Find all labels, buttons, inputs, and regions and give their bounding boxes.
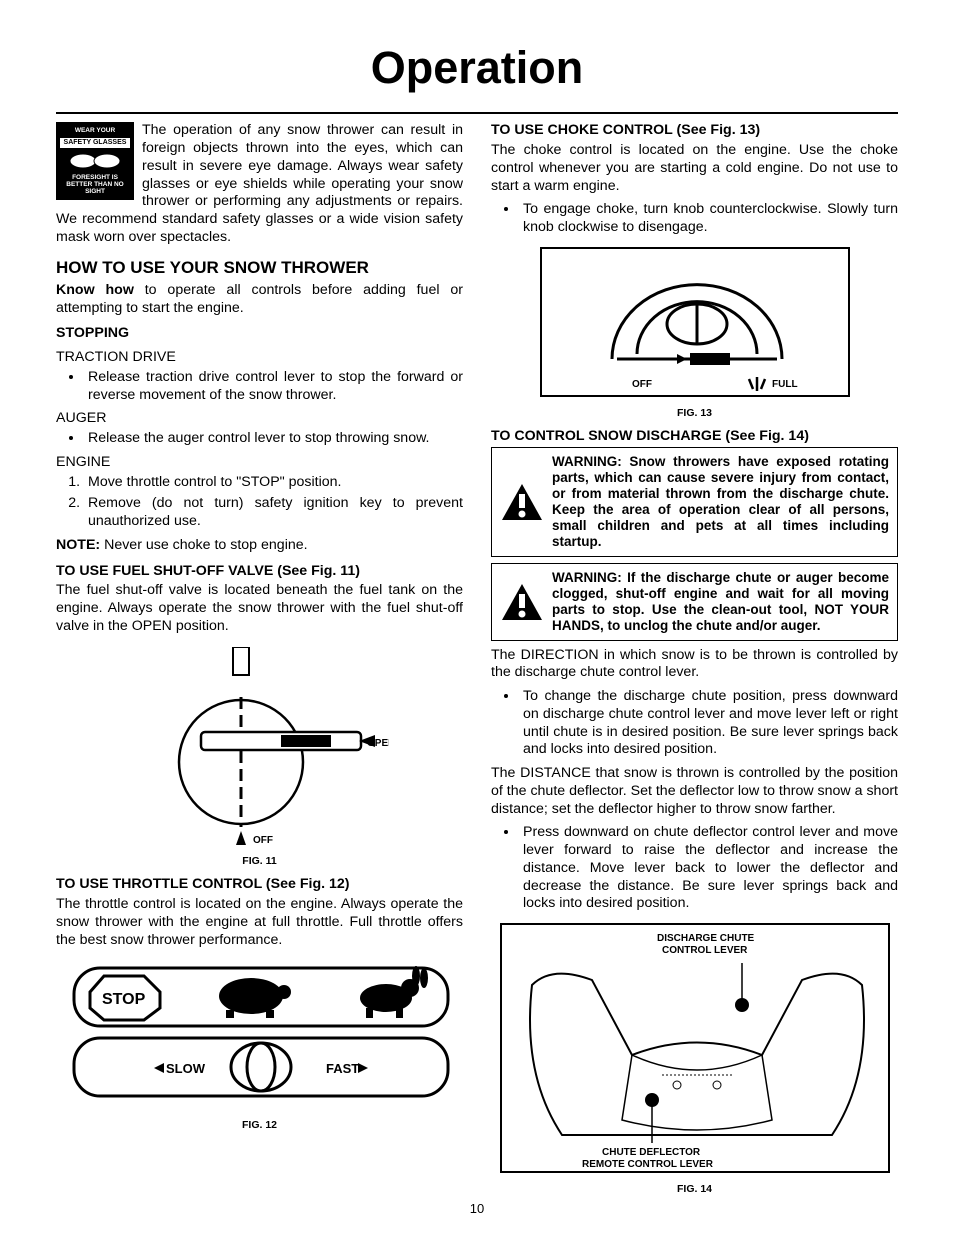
page-number: 10	[0, 1201, 954, 1217]
throttle-text: The throttle control is located on the e…	[56, 896, 463, 949]
figure-11: OPEN OFF FIG. 11	[56, 646, 463, 869]
choke-heading: TO USE CHOKE CONTROL (See Fig. 13)	[491, 122, 898, 140]
fig11-caption: FIG. 11	[56, 855, 463, 868]
warning-1-text: WARNING: Snow throwers have exposed rota…	[552, 454, 889, 550]
fig13-full-label: FULL	[772, 379, 798, 390]
figure-12: STOP SLOW FAST FIG	[56, 959, 463, 1132]
traction-bullet: Release traction drive control lever to …	[84, 369, 463, 405]
badge-line2: SAFETY GLASSES	[60, 138, 130, 148]
fig11-off-label: OFF	[253, 835, 273, 846]
fig12-stop-label: STOP	[102, 991, 146, 1008]
direction-list: To change the discharge chute position, …	[519, 688, 898, 759]
left-column: WEAR YOUR SAFETY GLASSES FORESIGHT IS BE…	[56, 122, 463, 1204]
content-columns: WEAR YOUR SAFETY GLASSES FORESIGHT IS BE…	[56, 122, 898, 1204]
warning-icon	[500, 582, 544, 622]
stopping-heading: STOPPING	[56, 325, 463, 343]
badge-line1: WEAR YOUR	[60, 127, 130, 134]
glasses-icon	[65, 153, 125, 169]
fig14-label2b: REMOTE CONTROL LEVER	[582, 1159, 714, 1170]
engine-heading: ENGINE	[56, 454, 463, 472]
warning-box-1: WARNING: Snow throwers have exposed rota…	[491, 447, 898, 557]
distance-list: Press downward on chute deflector contro…	[519, 824, 898, 913]
fig12-slow-label: SLOW	[166, 1061, 206, 1076]
traction-heading: TRACTION DRIVE	[56, 349, 463, 367]
page-title: Operation	[56, 40, 898, 96]
fig11-svg: OPEN OFF	[130, 646, 390, 846]
choke-bullet: To engage choke, turn knob counterclockw…	[519, 201, 898, 237]
throttle-heading: TO USE THROTTLE CONTROL (See Fig. 12)	[56, 876, 463, 894]
figure-13: OFF FULL FIG. 13	[491, 247, 898, 420]
figure-14: DISCHARGE CHUTE CONTROL LEVER CHUTE DEFL…	[491, 923, 898, 1196]
know-how-paragraph: Know how to operate all controls before …	[56, 282, 463, 318]
badge-line3: FORESIGHT IS BETTER THAN NO SIGHT	[60, 174, 130, 195]
note-text: Never use choke to stop engine.	[100, 537, 307, 553]
warning-icon	[500, 482, 544, 522]
fig13-off-label: OFF	[632, 379, 652, 390]
auger-list: Release the auger control lever to stop …	[84, 430, 463, 448]
engine-step2: Remove (do not turn) safety ignition key…	[84, 495, 463, 531]
warning-box-2: WARNING: If the discharge chute or auger…	[491, 563, 898, 641]
fig14-svg: DISCHARGE CHUTE CONTROL LEVER CHUTE DEFL…	[500, 923, 890, 1173]
safety-glasses-badge: WEAR YOUR SAFETY GLASSES FORESIGHT IS BE…	[56, 122, 134, 200]
warning-2-text: WARNING: If the discharge chute or auger…	[552, 570, 889, 634]
engine-step1: Move throttle control to "STOP" position…	[84, 474, 463, 492]
direction-text: The DIRECTION in which snow is to be thr…	[491, 647, 898, 683]
choke-text: The choke control is located on the engi…	[491, 142, 898, 195]
auger-heading: AUGER	[56, 410, 463, 428]
fig11-open-label: OPEN	[367, 738, 390, 749]
fig14-caption: FIG. 14	[491, 1183, 898, 1196]
fig14-label1b: CONTROL LEVER	[662, 945, 748, 956]
fig14-label1: DISCHARGE CHUTE	[657, 933, 755, 944]
fig12-fast-label: FAST	[326, 1061, 359, 1076]
note-paragraph: NOTE: Never use choke to stop engine.	[56, 537, 463, 555]
fig13-svg: OFF FULL	[540, 247, 850, 397]
direction-bullet: To change the discharge chute position, …	[519, 688, 898, 759]
right-column: TO USE CHOKE CONTROL (See Fig. 13) The c…	[491, 122, 898, 1204]
horizontal-rule	[56, 112, 898, 114]
choke-list: To engage choke, turn knob counterclockw…	[519, 201, 898, 237]
fig12-caption: FIG. 12	[56, 1119, 463, 1132]
how-to-use-heading: HOW TO USE YOUR SNOW THROWER	[56, 257, 463, 278]
know-how-bold: Know how	[56, 282, 134, 298]
fig12-svg: STOP SLOW FAST	[65, 959, 455, 1109]
engine-list: Move throttle control to "STOP" position…	[84, 474, 463, 531]
distance-bullet: Press downward on chute deflector contro…	[519, 824, 898, 913]
note-label: NOTE:	[56, 537, 100, 553]
fig14-label2: CHUTE DEFLECTOR	[602, 1147, 701, 1158]
traction-list: Release traction drive control lever to …	[84, 369, 463, 405]
fuel-text: The fuel shut-off valve is located benea…	[56, 582, 463, 635]
discharge-heading: TO CONTROL SNOW DISCHARGE (See Fig. 14)	[491, 428, 898, 446]
auger-bullet: Release the auger control lever to stop …	[84, 430, 463, 448]
fig13-caption: FIG. 13	[491, 407, 898, 420]
fuel-heading: TO USE FUEL SHUT-OFF VALVE (See Fig. 11)	[56, 563, 463, 581]
distance-text: The DISTANCE that snow is thrown is cont…	[491, 765, 898, 818]
